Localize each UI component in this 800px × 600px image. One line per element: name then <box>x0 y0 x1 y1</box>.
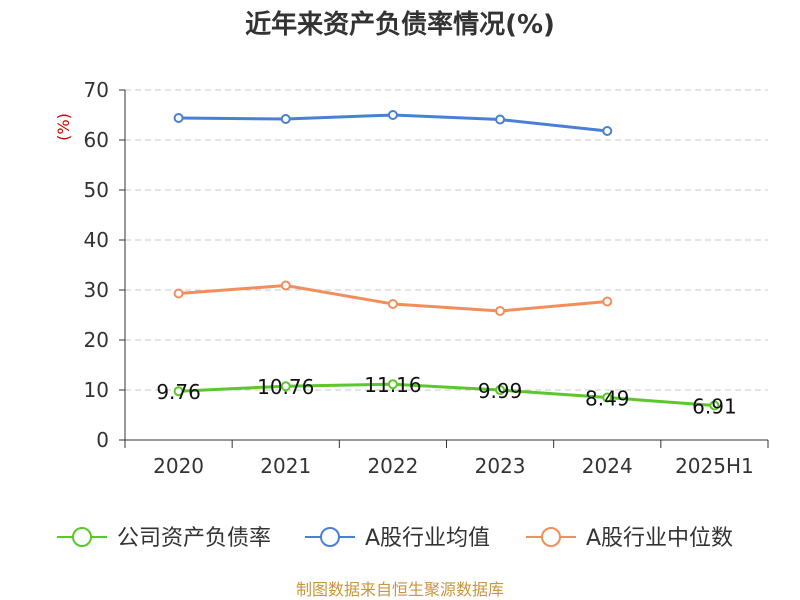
legend-label: A股行业中位数 <box>586 526 733 551</box>
axes: 0 10 20 30 40 50 60 70 2020 2021 2022 2023 2024 2025H… <box>84 78 769 478</box>
data-point[interactable] <box>280 381 291 392</box>
data-point[interactable] <box>602 392 613 403</box>
x-tick-label: 2024 <box>582 454 633 478</box>
data-point[interactable] <box>280 280 291 291</box>
y-tick-label: 20 <box>84 328 109 352</box>
legend[interactable]: 公司资产负债率 A股行业均值 A股行业中位数 <box>57 526 733 551</box>
x-tick-label: 2022 <box>367 454 418 478</box>
gridlines <box>125 89 768 391</box>
data-labels: 9.76 10.76 11.16 9.99 8.49 6.91 <box>156 373 736 418</box>
data-label: 11.16 <box>364 373 421 397</box>
y-tick-label: 30 <box>84 278 109 302</box>
data-point[interactable] <box>387 110 398 120</box>
data-point[interactable] <box>495 114 506 125</box>
data-point[interactable] <box>495 306 506 316</box>
legend-marker-icon <box>320 527 340 547</box>
data-label: 6.91 <box>692 394 737 418</box>
data-point[interactable] <box>387 299 398 309</box>
series-line <box>178 382 715 407</box>
legend-marker-icon <box>72 527 92 547</box>
source-note: 制图数据来自恒生聚源数据库 <box>296 580 504 599</box>
y-tick-label: 60 <box>84 128 109 152</box>
data-label: 8.49 <box>585 387 630 411</box>
data-point[interactable] <box>280 114 291 124</box>
y-tick-label: 40 <box>84 228 109 252</box>
x-tick-label: 2020 <box>153 454 204 478</box>
chart-title: 近年来资产负债率情况(%) <box>245 9 555 40</box>
data-point[interactable] <box>602 126 613 136</box>
data-point[interactable] <box>173 113 184 123</box>
y-tick-label: 50 <box>84 178 109 202</box>
legend-item[interactable]: A股行业中位数 <box>526 526 733 551</box>
x-tick-label: 2025H1 <box>675 454 754 478</box>
legend-item[interactable]: A股行业均值 <box>305 526 490 551</box>
data-label: 9.76 <box>156 380 201 404</box>
legend-label: 公司资产负债率 <box>117 526 271 551</box>
data-point[interactable] <box>387 379 398 390</box>
y-tick-label: 0 <box>96 428 109 452</box>
legend-marker-icon <box>541 527 561 547</box>
y-axis-unit-label: (%) <box>54 113 73 141</box>
data-point[interactable] <box>173 386 184 397</box>
x-tick-label: 2023 <box>475 454 526 478</box>
series-lines <box>173 110 720 411</box>
y-tick-label: 10 <box>84 378 109 402</box>
data-point[interactable] <box>495 385 506 396</box>
legend-label: A股行业均值 <box>365 526 490 551</box>
data-point[interactable] <box>709 400 720 411</box>
data-label: 9.99 <box>478 379 523 403</box>
y-tick-label: 70 <box>84 78 109 102</box>
legend-item[interactable]: 公司资产负债率 <box>57 526 271 551</box>
data-label: 10.76 <box>257 375 314 399</box>
data-point[interactable] <box>173 288 184 299</box>
x-tick-label: 2021 <box>260 454 311 478</box>
data-point[interactable] <box>602 296 613 307</box>
